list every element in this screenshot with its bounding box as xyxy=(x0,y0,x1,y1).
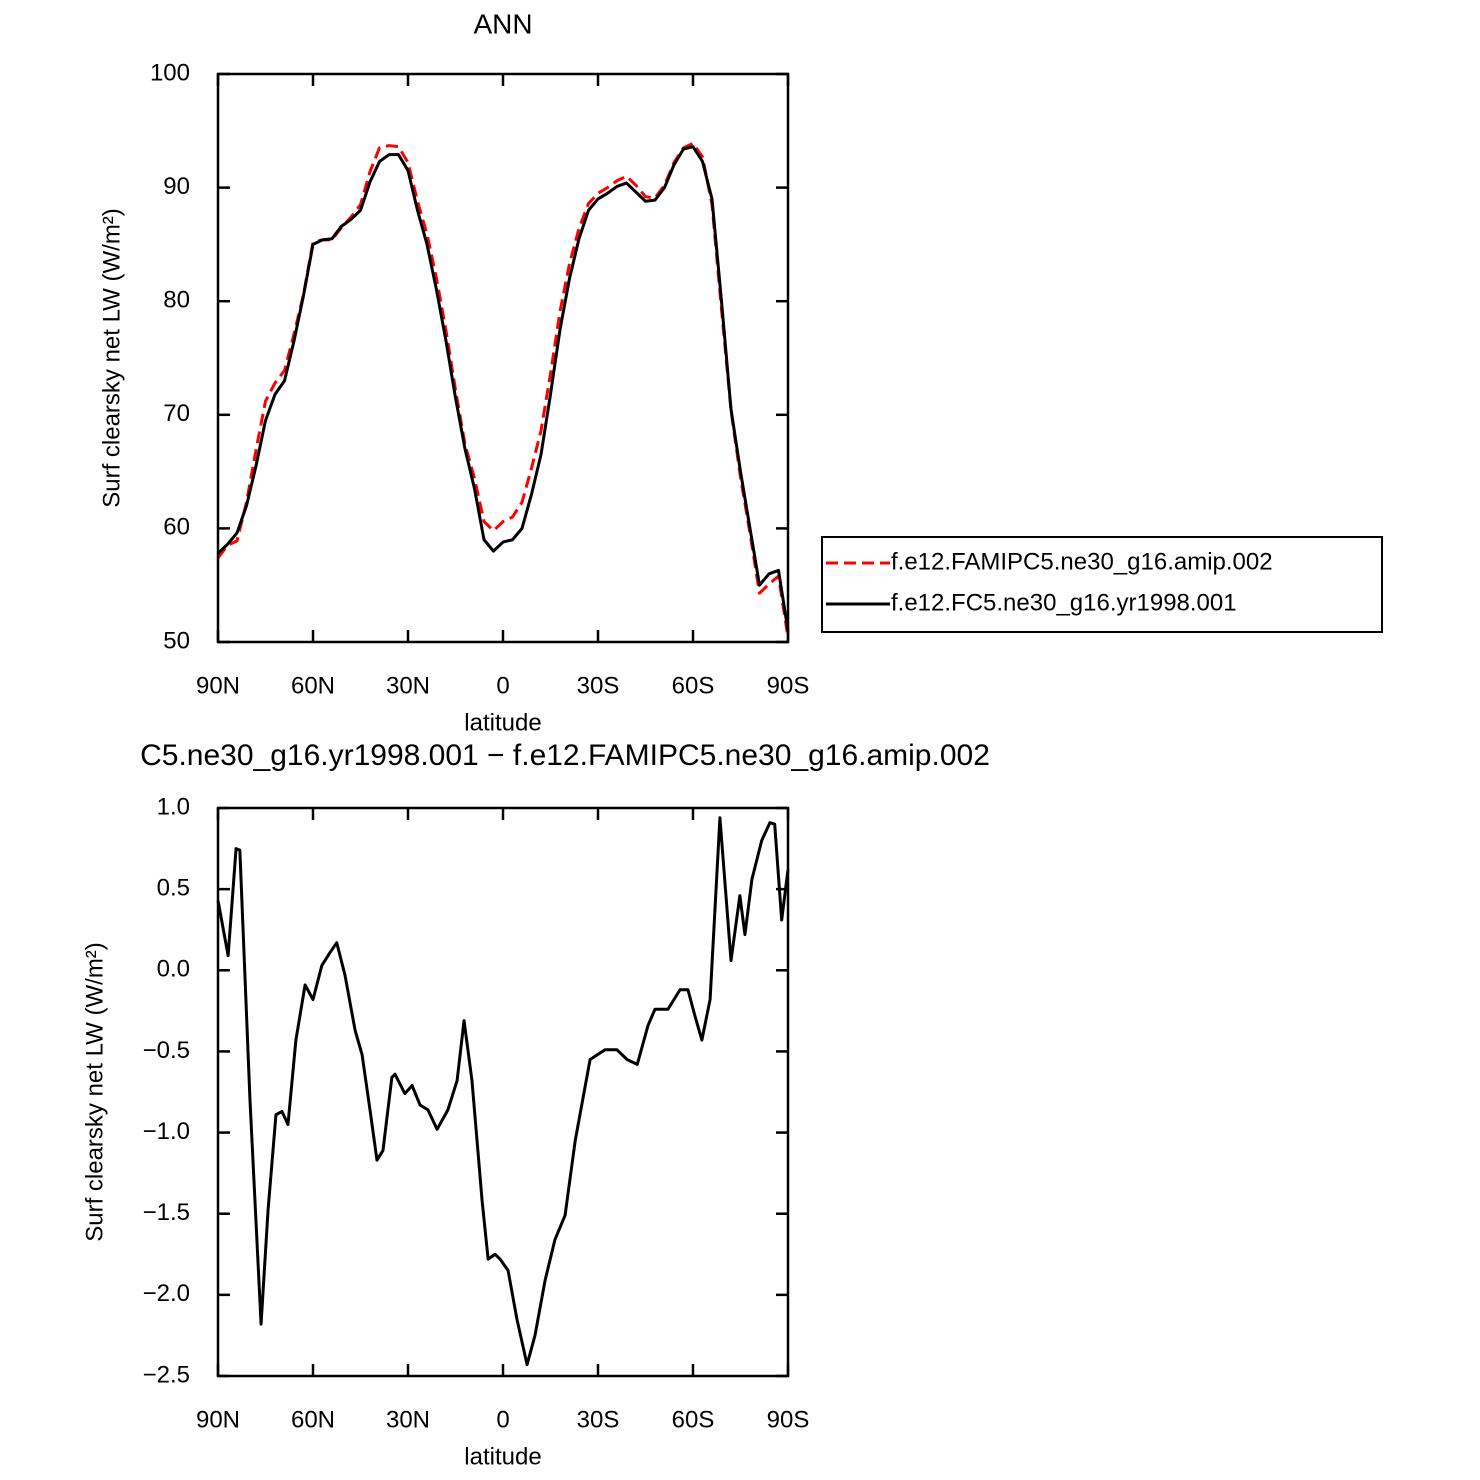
x-tick-label: 30N xyxy=(386,672,430,699)
x-tick-label: 90S xyxy=(767,672,810,699)
y-tick-label: −0.5 xyxy=(143,1037,190,1064)
y-tick-label: 0.0 xyxy=(157,956,190,983)
y-tick-label: −1.5 xyxy=(143,1199,190,1226)
y-tick-label: 50 xyxy=(163,627,190,654)
x-tick-label: 60S xyxy=(672,672,715,699)
x-tick-label: 30S xyxy=(577,1406,620,1433)
x-axis-label: latitude xyxy=(464,709,541,736)
y-tick-label: −1.0 xyxy=(143,1118,190,1145)
data-line xyxy=(216,141,790,638)
y-tick-label: −2.0 xyxy=(143,1280,190,1307)
x-axis-label: latitude xyxy=(464,1443,541,1470)
y-tick-label: 80 xyxy=(163,287,190,314)
y-tick-label: 70 xyxy=(163,400,190,427)
y-tick-label: 60 xyxy=(163,514,190,541)
y-axis-label: Surf clearsky net LW (W/m²) xyxy=(81,942,108,1242)
legend-box xyxy=(821,536,1383,633)
y-tick-label: 100 xyxy=(150,59,190,86)
x-tick-label: 0 xyxy=(496,1406,509,1433)
y-axis-label: Surf clearsky net LW (W/m²) xyxy=(98,208,125,508)
x-tick-label: 30S xyxy=(577,672,620,699)
data-line xyxy=(216,816,790,1367)
x-tick-label: 90N xyxy=(196,672,240,699)
x-tick-label: 90N xyxy=(196,1406,240,1433)
y-tick-label: 0.5 xyxy=(157,874,190,901)
legend-label: f.e12.FC5.ne30_g16.yr1998.001 xyxy=(891,589,1237,616)
y-tick-label: 1.0 xyxy=(157,793,190,820)
y-tick-label: −2.5 xyxy=(143,1361,190,1388)
data-line xyxy=(216,145,790,631)
x-tick-label: 60N xyxy=(291,672,335,699)
plot-frame xyxy=(216,806,790,1378)
chart-title: ANN xyxy=(473,8,532,39)
x-tick-label: 60N xyxy=(291,1406,335,1433)
x-tick-label: 60S xyxy=(672,1406,715,1433)
legend-label: f.e12.FAMIPC5.ne30_g16.amip.002 xyxy=(891,548,1273,575)
x-tick-label: 0 xyxy=(496,672,509,699)
x-tick-label: 30N xyxy=(386,1406,430,1433)
y-tick-label: 90 xyxy=(163,173,190,200)
x-tick-label: 90S xyxy=(767,1406,810,1433)
chart-title: C5.ne30_g16.yr1998.001 − f.e12.FAMIPC5.n… xyxy=(140,739,990,772)
